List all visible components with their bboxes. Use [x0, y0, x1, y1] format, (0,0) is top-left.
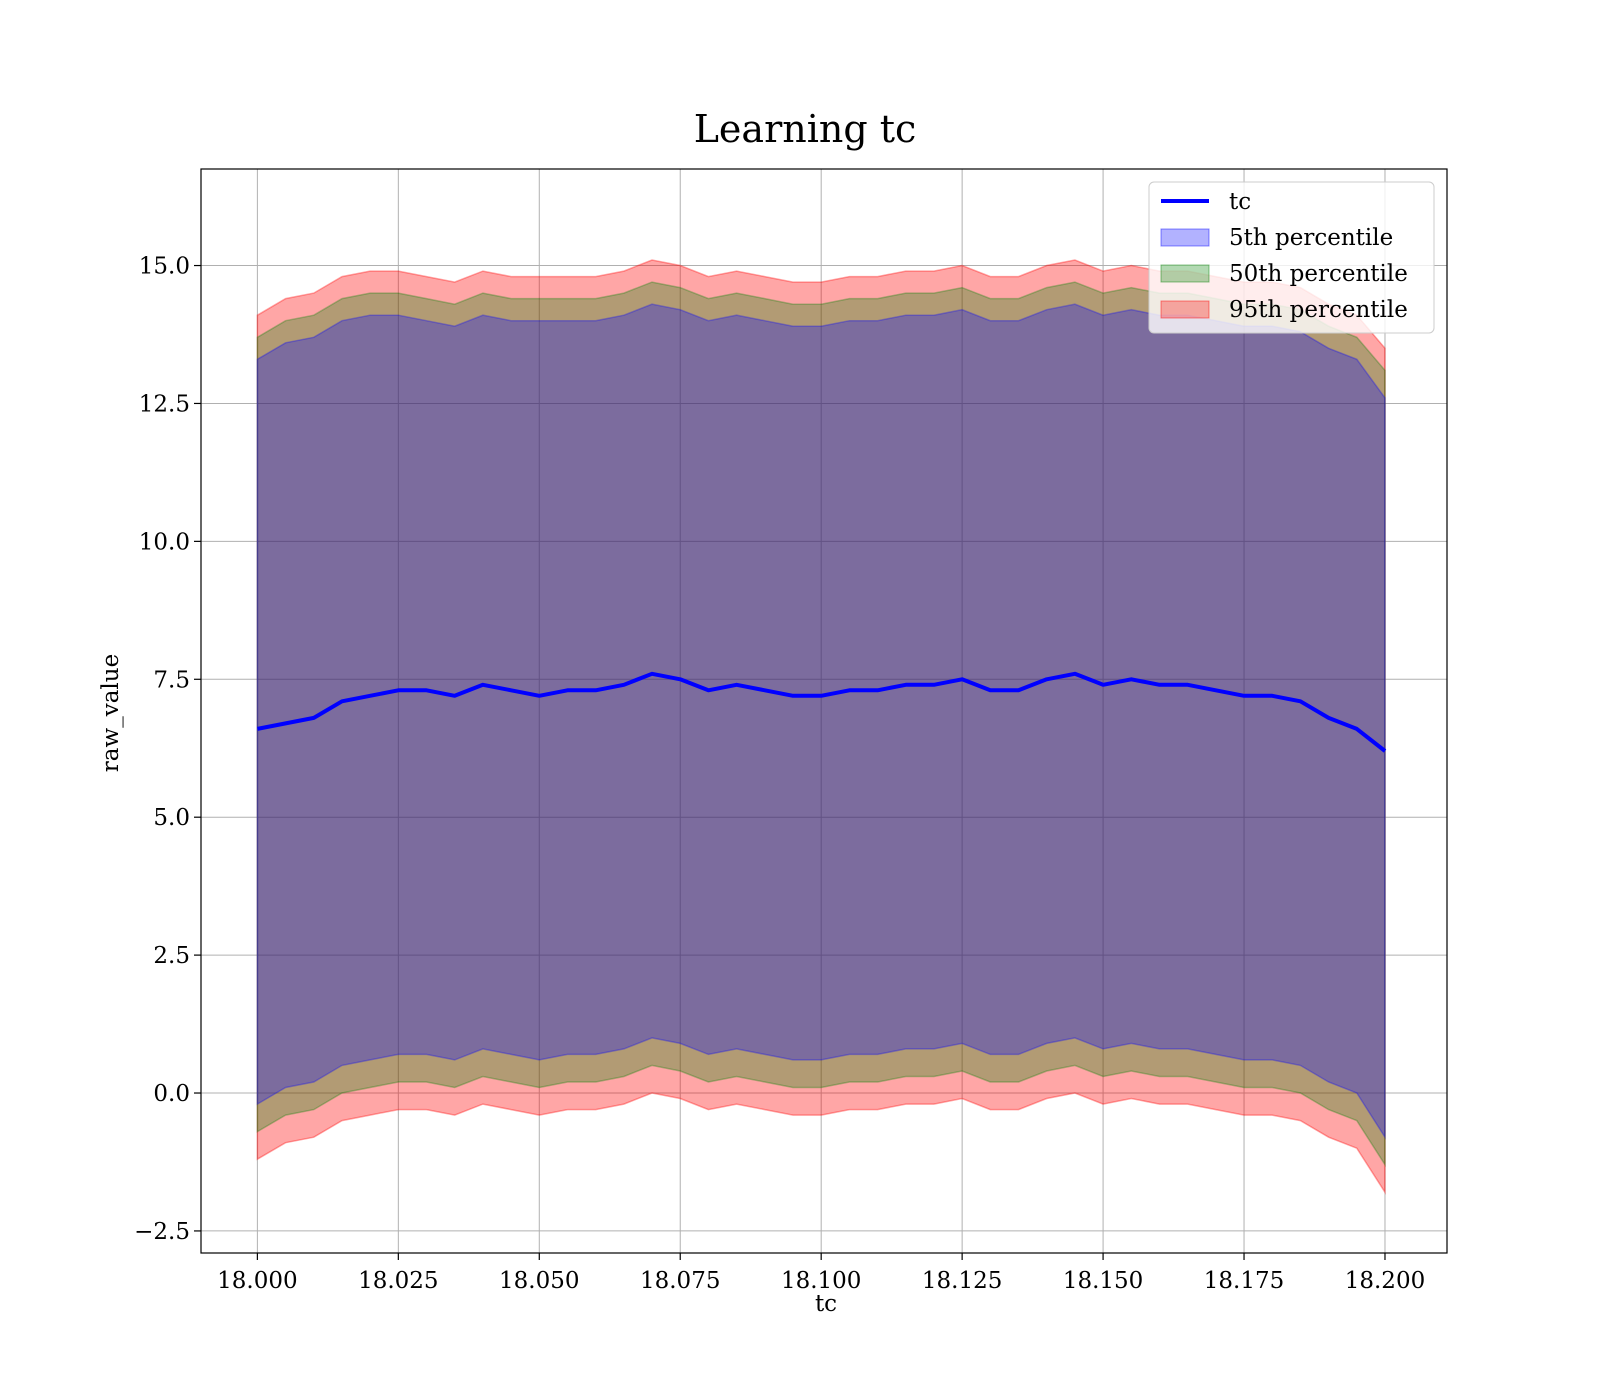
- legend-swatch-95th-percentile: [1160, 300, 1210, 319]
- x-tick-label-0: 18.000: [217, 1268, 297, 1294]
- legend-swatch-5th-percentile: [1160, 228, 1210, 247]
- chart-title: Learning tc: [694, 107, 917, 151]
- legend-label-tc: tc: [1229, 189, 1251, 215]
- x-tick-label-6: 18.150: [1063, 1268, 1143, 1294]
- percentile-bands: [256, 259, 1386, 1195]
- band-5th-percentile: [256, 303, 1386, 1140]
- x-tick-label-7: 18.175: [1204, 1268, 1284, 1294]
- legend-label-50th-percentile: 50th percentile: [1229, 261, 1408, 287]
- x-tick-label-1: 18.025: [358, 1268, 438, 1294]
- y-tick-label-6: 12.5: [139, 391, 190, 417]
- y-tick-label-7: 15.0: [139, 254, 190, 280]
- band-95th-percentile: [256, 259, 1386, 1195]
- x-axis-ticks: 18.000 18.025 18.050 18.075 18.100 18.125 18.1…: [217, 1253, 1425, 1294]
- y-tick-label-1: 0.0: [153, 1081, 190, 1107]
- y-tick-label-5: 10.0: [139, 529, 190, 555]
- y-tick-label-0: −2.5: [134, 1219, 190, 1245]
- series-lines: [257, 671, 1387, 753]
- plot-frame: [200, 168, 1448, 1254]
- y-axis-ticks: −2.5 0.0 2.5 5.0 7.5 10.0 12.5 15.0: [134, 254, 201, 1245]
- y-axis-label: raw_value: [98, 654, 124, 772]
- x-tick-label-5: 18.125: [922, 1268, 1002, 1294]
- legend: tc 5th percentile 50th percentile 95th perc…: [1148, 181, 1435, 334]
- legend-label-95th-percentile: 95th percentile: [1229, 297, 1408, 323]
- x-tick-label-3: 18.075: [640, 1268, 720, 1294]
- grid-lines: [201, 169, 1447, 1253]
- y-tick-label-2: 2.5: [153, 943, 190, 969]
- y-tick-label-4: 7.5: [153, 667, 190, 693]
- x-axis-label: tc: [815, 1291, 837, 1317]
- legend-swatch-50th-percentile: [1160, 264, 1210, 283]
- band-50th-percentile: [256, 281, 1386, 1168]
- x-tick-label-2: 18.050: [499, 1268, 579, 1294]
- y-tick-label-3: 5.0: [153, 805, 190, 831]
- x-tick-label-8: 18.200: [1345, 1268, 1425, 1294]
- x-tick-label-4: 18.100: [781, 1268, 861, 1294]
- legend-label-5th-percentile: 5th percentile: [1229, 225, 1393, 251]
- legend-box: [1148, 181, 1435, 334]
- tc-line: [257, 671, 1387, 753]
